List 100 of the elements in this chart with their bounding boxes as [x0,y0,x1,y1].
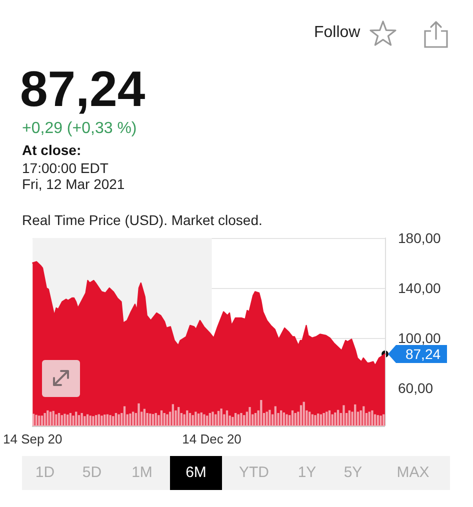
bar [143,408,146,426]
bar [78,414,80,426]
text: Follow [314,24,360,42]
bar [58,412,60,426]
bar [354,404,356,426]
bar [104,414,106,426]
bar [158,414,160,426]
bar [314,414,316,426]
text: 5Y [344,464,362,482]
bar [49,411,52,426]
chart-title: 87,24 [20,61,146,117]
bar [92,416,94,426]
bar [226,410,228,426]
bar [106,414,109,426]
bar [294,412,296,426]
bar [166,414,168,426]
bar [44,412,46,426]
bar [260,400,262,426]
bar [186,410,188,426]
text: Fri, 12 Mar 2021 [22,176,125,192]
bar [123,406,126,426]
bar [52,410,54,426]
bar [254,412,257,426]
y-tick-label: 140,00 [398,280,442,296]
bar [163,412,166,426]
bar [75,411,78,426]
bar [46,410,49,426]
bar [280,410,282,426]
bar [178,406,180,426]
text: 1Y [298,464,316,482]
bar [274,406,276,426]
x-tick-label: 14 Sep 20 [2,432,62,446]
bar [220,408,222,426]
bar [89,415,92,426]
bar [38,415,40,426]
bar [214,414,217,426]
bar [336,409,340,426]
bar [268,409,271,426]
bar [200,412,202,426]
bar [118,414,120,426]
text: Real Time Price (USD). Market closed. [22,212,262,228]
bar [100,415,103,426]
bar [66,414,69,426]
y-tick-label: 100,00 [398,330,442,346]
bar [320,414,322,426]
bar [32,413,34,426]
text: At close: [22,142,82,158]
bar [192,414,194,426]
bar [160,410,163,426]
annotation: 87,24 [405,345,441,363]
bar [40,415,44,426]
bar [69,412,72,426]
bar [64,413,66,426]
bar [300,404,302,426]
bar [129,413,132,426]
x-tick-label: 14 Dec 20 [182,432,242,446]
bar [326,411,328,426]
bar [35,414,38,426]
bar [322,412,325,426]
bar [132,411,134,426]
bar [371,410,374,426]
bar [152,414,154,426]
bar [342,404,345,426]
bar [72,415,74,426]
chart-subtitle: +0,29 (+0,33 %) [22,120,137,138]
bar [146,412,148,426]
bar [188,412,192,426]
bar [114,412,118,426]
bar [138,402,140,426]
bar [55,414,58,426]
bar [208,412,211,426]
bar [197,413,200,426]
bar [240,412,242,426]
bar [203,414,206,426]
bar [194,411,197,426]
bar [183,414,186,426]
y-tick-label: 180,00 [398,230,442,246]
bar [266,411,268,426]
bar [382,414,385,426]
bar [291,410,294,426]
bar [368,411,370,426]
text: 1M [132,464,152,482]
bar [80,412,83,426]
bar [334,412,336,426]
bar [112,416,114,426]
bar [84,416,86,426]
text: 17:00:00 EDT [22,160,108,176]
bar [60,414,63,426]
bar [98,414,100,426]
bar [348,410,350,426]
bar [317,413,320,426]
bar [308,411,311,426]
bar [331,414,334,426]
bar [217,410,220,426]
bar [172,404,174,426]
bar [288,414,291,426]
bar [232,416,234,426]
bar [311,414,314,426]
bar [282,412,286,426]
text: 1D [35,464,55,482]
